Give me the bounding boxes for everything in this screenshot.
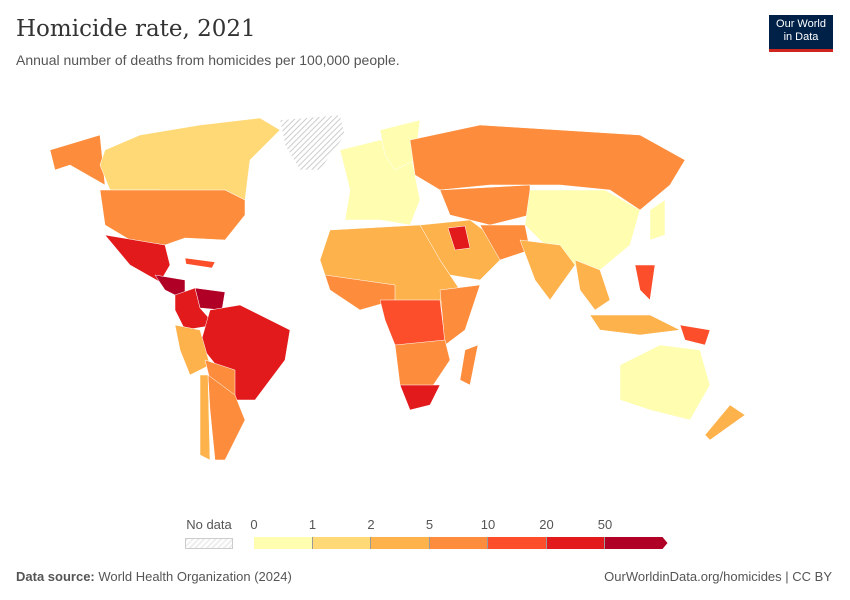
subtitle: Annual number of deaths from homicides p… [16, 52, 400, 68]
region-mexico[interactable] [104, 234, 171, 283]
region-australia[interactable] [619, 344, 711, 421]
logo-text: in Data [783, 31, 819, 43]
region-indonesia[interactable] [589, 314, 681, 336]
legend-bin[interactable] [254, 537, 313, 549]
region-chile[interactable] [199, 374, 211, 461]
legend-bin[interactable] [546, 537, 605, 549]
legend-tick: 50 [597, 517, 613, 532]
region-madagascar[interactable] [459, 344, 479, 386]
source-text: World Health Organization (2024) [98, 569, 292, 584]
region-philippines[interactable] [634, 264, 656, 301]
legend-tick: 20 [539, 517, 554, 532]
region-caribbean[interactable] [184, 257, 216, 269]
region-south-africa[interactable] [399, 384, 441, 411]
region-india[interactable] [519, 239, 576, 301]
legend-bin[interactable] [312, 537, 371, 549]
region-usa[interactable] [99, 189, 246, 246]
legend-no-data-swatch[interactable] [185, 538, 233, 549]
legend-tick: 1 [308, 517, 317, 532]
owid-logo[interactable]: Our World in Data [769, 15, 833, 52]
legend-bin[interactable] [429, 537, 488, 549]
source-link[interactable]: OurWorldinData.org/homicides | CC BY [604, 569, 832, 584]
source-label: Data source: [16, 569, 95, 584]
region-canada[interactable] [99, 117, 281, 201]
region-west-africa[interactable] [324, 274, 396, 311]
region-peru[interactable] [174, 324, 211, 376]
legend-tick: 10 [480, 517, 496, 532]
page-title: Homicide rate, 2021 [16, 16, 256, 42]
logo-text: Our World [776, 18, 826, 30]
region-japan[interactable] [649, 199, 666, 241]
data-source: Data source: World Health Organization (… [16, 569, 292, 584]
region-scandinavia[interactable] [379, 119, 421, 171]
legend-no-data-label: No data [186, 517, 232, 532]
legend-bin[interactable] [605, 537, 668, 549]
region-east-africa[interactable] [439, 284, 481, 346]
region-new-zealand[interactable] [704, 404, 746, 441]
legend-bin[interactable] [488, 537, 547, 549]
legend-tick: 2 [367, 517, 375, 532]
region-southern-africa[interactable] [394, 339, 451, 391]
legend-bin[interactable] [371, 537, 430, 549]
region-alaska[interactable] [49, 134, 106, 186]
legend-tick: 0 [250, 517, 258, 532]
region-argentina[interactable] [207, 374, 246, 461]
region-iraq[interactable] [447, 225, 471, 251]
legend-tick: 5 [425, 517, 434, 532]
region-southeast-asia[interactable] [574, 259, 611, 311]
region-central-asia[interactable] [439, 184, 531, 226]
region-greenland[interactable] [279, 114, 346, 171]
region-papua-new-guinea[interactable] [679, 324, 711, 346]
